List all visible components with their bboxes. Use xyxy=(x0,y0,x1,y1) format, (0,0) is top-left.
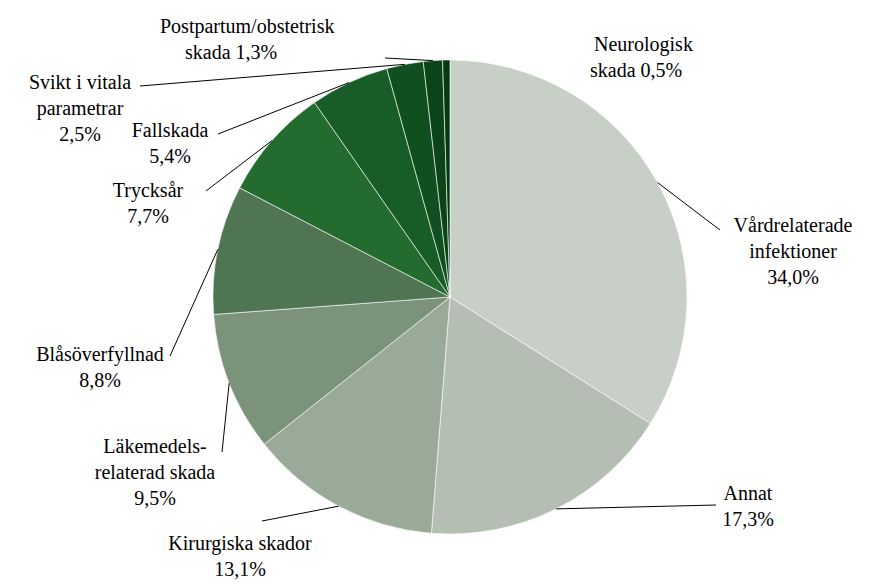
value-label: 7,7% xyxy=(127,205,169,227)
leader-line xyxy=(262,506,339,521)
label-line: skada xyxy=(185,41,231,63)
label-line: Blåsöverfyllnad xyxy=(36,343,164,366)
category-label: Annat xyxy=(724,482,773,504)
pie-slice xyxy=(431,297,650,534)
label-line: Svikt i vitala xyxy=(29,71,131,93)
label-line: parametrar xyxy=(37,97,124,120)
leader-line xyxy=(206,141,272,191)
leader-line xyxy=(658,183,720,230)
pie-slice xyxy=(423,60,450,297)
leader-line xyxy=(218,83,349,134)
leader-line xyxy=(556,505,716,509)
label-line: relaterad skada xyxy=(95,461,216,483)
value-label: 9,5% xyxy=(134,487,176,509)
value-label: 8,8% xyxy=(79,369,121,391)
leader-line xyxy=(140,64,405,86)
slices xyxy=(213,60,687,534)
value-label: 17,3% xyxy=(722,508,774,530)
category-label: Blåsöverfyllnad xyxy=(36,343,164,366)
label-line: Annat xyxy=(724,482,773,504)
pie-slice xyxy=(214,297,450,444)
value-label: 34,0% xyxy=(767,266,819,288)
label-line: Trycksår xyxy=(113,179,184,202)
category-label: Fallskada xyxy=(132,119,209,141)
label-line: Vårdrelaterade xyxy=(734,214,853,236)
category-label: Kirurgiska skador xyxy=(168,532,312,555)
value-label: 5,4% xyxy=(149,145,191,167)
label-line: Läkemedels- xyxy=(103,435,206,457)
category-label: Svikt i vitala parametrar xyxy=(29,71,131,120)
label-line: Fallskada xyxy=(132,119,209,141)
value-label: 13,1% xyxy=(214,558,266,580)
value-label: 1,3% xyxy=(236,41,278,63)
label-line: skada xyxy=(590,59,636,81)
category-label: Vårdrelaterade infektioner xyxy=(734,214,853,262)
leader-line xyxy=(222,383,229,452)
leader-line xyxy=(385,58,433,61)
label-line: Kirurgiska skador xyxy=(168,532,312,555)
category-label: Trycksår xyxy=(113,179,184,202)
label-line: Neurologisk xyxy=(594,33,693,56)
pie-slice xyxy=(443,60,450,297)
leader-line xyxy=(170,249,218,356)
chart-container: Vårdrelaterade infektioner 34,0% Annat 17,3%… xyxy=(0,0,870,587)
label-line: Postpartum/obstetrisk xyxy=(160,15,334,38)
label-line: infektioner xyxy=(749,240,837,262)
category-label: Postpartum/obstetrisk skada xyxy=(160,15,334,63)
category-label: Neurologisk skada xyxy=(590,33,693,81)
category-label: Läkemedels-relaterad skada xyxy=(95,435,216,483)
value-label: 2,5% xyxy=(59,123,101,145)
value-label: 0,5% xyxy=(641,59,683,81)
labels: Vårdrelaterade infektioner 34,0% Annat 17,3%… xyxy=(29,15,853,580)
pie-chart: Vårdrelaterade infektioner 34,0% Annat 17,3%… xyxy=(0,0,870,587)
